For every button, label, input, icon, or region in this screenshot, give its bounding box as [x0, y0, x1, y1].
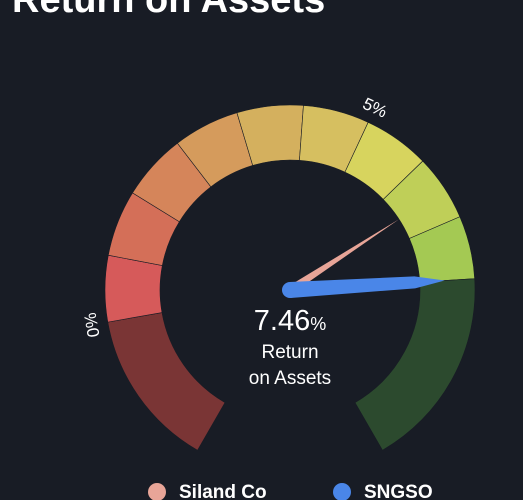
chart-title: Return on Assets [12, 0, 325, 21]
gauge [104, 104, 476, 451]
gauge-negative [107, 312, 226, 451]
legend-label: Siland Co [179, 482, 267, 500]
center-value: 7.46% [254, 305, 326, 337]
needle [289, 276, 445, 298]
tick-label: 5% [360, 94, 390, 122]
needle-hub [282, 282, 298, 298]
center-unit: % [310, 314, 326, 334]
center-label: Return [261, 342, 318, 363]
legend-label: SNGSO [364, 482, 433, 500]
gauge-remainder [354, 278, 476, 451]
legend-swatch [333, 483, 351, 500]
needle [287, 219, 400, 294]
center-label: on Assets [249, 368, 331, 389]
tick-label: 0% [81, 311, 104, 339]
center-number: 7.46 [254, 305, 310, 337]
gauge-band [104, 254, 163, 323]
legend-swatch [148, 483, 166, 500]
